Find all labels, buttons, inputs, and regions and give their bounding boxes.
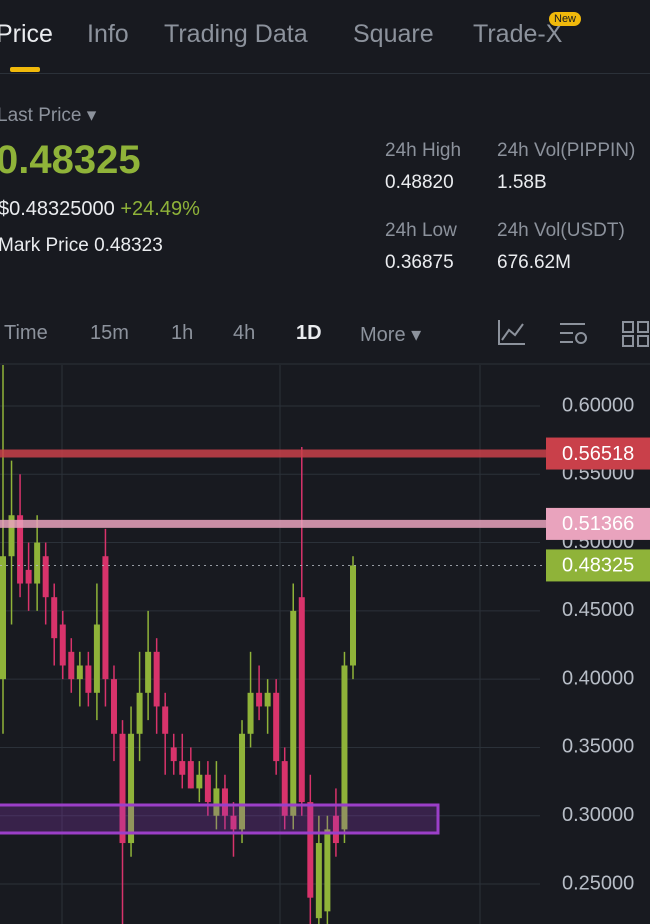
label: Mark Price [0, 235, 89, 256]
candle-body [264, 692, 271, 707]
candle-body [145, 651, 152, 693]
interval[interactable]: 1D [296, 322, 322, 344]
candle-body [332, 815, 339, 844]
candle-body [350, 565, 356, 666]
candle-body [8, 515, 15, 557]
y-tick-label: 0.40000 [562, 667, 634, 689]
tab[interactable]: Square [353, 20, 434, 48]
candle-body [315, 843, 322, 919]
candle-body [281, 761, 288, 816]
divider [0, 73, 650, 74]
candle-body [187, 761, 194, 789]
price-tag [546, 437, 650, 470]
candle-body [59, 624, 66, 666]
price-tag [546, 549, 650, 582]
candle-body [76, 665, 83, 680]
grid [0, 365, 540, 924]
candle-body [196, 774, 203, 789]
y-tick-label: 0.45000 [562, 599, 634, 621]
candle-body [128, 733, 135, 844]
candle-body [239, 733, 246, 830]
candle-body [247, 692, 254, 734]
price-tag-label: 0.51366 [562, 513, 634, 535]
label: More [360, 324, 406, 346]
usd-price: $0.48325000 +24.49% [0, 198, 200, 221]
stat-label: 24h Low [385, 220, 457, 241]
candle-body [290, 610, 297, 816]
stat-value: 0.48820 [385, 172, 454, 193]
candles [0, 365, 356, 924]
tab-indicator [10, 67, 40, 72]
candle-body [298, 597, 305, 803]
y-tick-label: 0.30000 [562, 804, 634, 826]
candle-body [204, 774, 211, 803]
candle-body [51, 597, 58, 639]
candle-body [221, 788, 228, 816]
candle-body [17, 515, 24, 584]
candle-body [42, 556, 49, 598]
candle-body [102, 556, 109, 680]
interval[interactable]: 15m [90, 322, 129, 344]
candle-body [307, 802, 314, 898]
price-tag-label: 0.48325 [562, 555, 634, 577]
y-tick-label: 0.60000 [562, 394, 634, 416]
last-price: 0.48325 [0, 138, 141, 182]
interval[interactable]: 4h [233, 322, 256, 344]
interval[interactable]: 1h [171, 322, 194, 344]
change: +24.49% [120, 198, 200, 220]
stat-value: 1.58B [497, 172, 547, 193]
candle-body [0, 556, 6, 680]
stat-label: 24h High [385, 140, 462, 161]
candle-body [136, 692, 143, 734]
y-tick-label: 0.25000 [562, 872, 634, 894]
candle-body [213, 788, 220, 816]
candle-body [119, 733, 126, 844]
stat-label: 24h Vol(PIPPIN) [497, 140, 636, 161]
new-badge: New [549, 12, 582, 26]
mark-price: Mark Price 0.48323 [0, 235, 163, 257]
candle-body [110, 679, 117, 734]
candle-body [256, 692, 263, 707]
usd: $0.48325000 [0, 198, 115, 220]
toolbar-icons[interactable] [495, 316, 650, 350]
price-tag-label: 0.56518 [562, 443, 634, 465]
stat-value: 0.36875 [385, 252, 454, 273]
price-lines: 0.250000.300000.350000.400000.450000.500… [0, 394, 650, 894]
tab[interactable]: Trading Data [164, 20, 308, 48]
candle-body [324, 829, 331, 912]
candle-body [153, 651, 160, 707]
candle-body [162, 706, 169, 734]
tab[interactable]: Price [0, 20, 53, 48]
candle-body [25, 569, 32, 584]
candle-body [179, 761, 186, 775]
candle-body [68, 651, 75, 680]
candle-body [170, 747, 177, 762]
stat-value: 676.62M [497, 252, 571, 273]
interval-more[interactable]: More ▾ [360, 324, 422, 346]
candle-body [34, 542, 41, 584]
interval[interactable]: Time [4, 322, 48, 344]
candle-body [230, 815, 237, 830]
candle-body [85, 665, 92, 693]
candle-body [273, 692, 280, 762]
y-tick-label: 0.35000 [562, 736, 634, 758]
last-price-label[interactable]: Last Price ▾ [0, 104, 96, 127]
stat-label: 24h Vol(USDT) [497, 220, 625, 241]
zone-box [0, 803, 440, 835]
tab[interactable]: Info [87, 20, 129, 48]
tab[interactable]: Trade-X [473, 20, 563, 48]
candle-body [93, 624, 100, 693]
price-tag [546, 507, 650, 540]
value: 0.48323 [94, 235, 163, 256]
label: Last Price [0, 105, 82, 126]
candle-body [341, 665, 348, 830]
